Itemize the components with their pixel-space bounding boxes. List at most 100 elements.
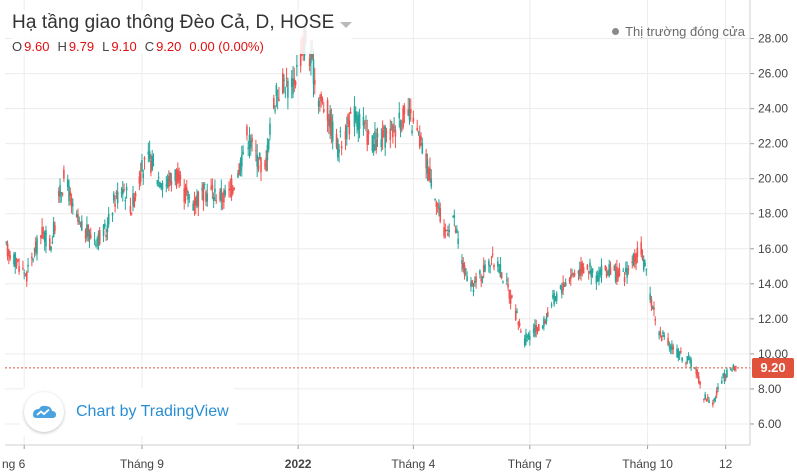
candle: [88, 229, 91, 248]
candle-body: [535, 325, 538, 332]
candle: [276, 89, 279, 110]
candle: [50, 246, 52, 253]
candle: [134, 191, 137, 202]
candle-body: [633, 254, 636, 263]
candle-body: [24, 274, 27, 276]
candle: [358, 108, 361, 139]
candle-body: [151, 155, 154, 171]
candle: [193, 191, 196, 216]
candle-body: [659, 331, 662, 336]
candle-body: [169, 172, 171, 182]
candle-body: [33, 249, 36, 251]
candle-body: [255, 150, 257, 152]
candle: [185, 179, 188, 197]
candle: [151, 149, 154, 172]
candle-body: [354, 111, 357, 122]
candle: [384, 124, 386, 157]
candle: [703, 398, 705, 403]
candle: [60, 191, 63, 203]
candle-body: [161, 183, 164, 190]
candle: [590, 265, 593, 285]
candle-body: [113, 193, 115, 201]
candle: [372, 132, 375, 156]
candle-body: [712, 402, 714, 405]
candle-body: [247, 147, 250, 150]
candle-body: [443, 227, 445, 237]
candle: [248, 127, 251, 159]
candle: [436, 202, 439, 213]
candle: [69, 187, 72, 206]
candle: [152, 153, 155, 167]
candle-body: [389, 128, 392, 141]
candle: [559, 284, 562, 290]
candle-body: [81, 220, 83, 231]
candle: [349, 107, 352, 114]
candle: [473, 276, 476, 287]
candle-body: [22, 267, 24, 269]
candle-body: [15, 262, 18, 267]
candle-body: [613, 265, 616, 271]
y-tick-label: 18.00: [758, 207, 788, 221]
candle: [308, 52, 311, 72]
watermark-text[interactable]: Chart by TradingView: [76, 403, 229, 420]
candle: [523, 334, 526, 348]
candle-body: [609, 268, 612, 275]
candle: [106, 217, 109, 241]
candle-body: [60, 192, 63, 195]
candle: [93, 232, 96, 246]
candle: [421, 137, 424, 155]
symbol-title[interactable]: Hạ tầng giao thông Đèo Cả, D, HOSE: [12, 12, 335, 33]
y-tick-label: 14.00: [758, 277, 788, 291]
candle-body: [130, 212, 133, 214]
candle-body: [650, 298, 653, 307]
candle: [717, 383, 719, 393]
candle-body: [604, 265, 607, 271]
candle: [255, 139, 257, 162]
candle: [555, 291, 558, 304]
chart-legend: Hạ tầng giao thông Đèo Cả, D, HOSE O 9.6…: [12, 10, 353, 54]
y-tick-label: 12.00: [758, 312, 788, 326]
candle: [726, 367, 728, 378]
candle: [166, 174, 169, 189]
candle: [113, 191, 115, 204]
tradingview-watermark[interactable]: Chart by TradingView: [20, 388, 237, 436]
candle: [52, 217, 55, 238]
candle-body: [165, 184, 168, 186]
candle-body: [357, 115, 360, 131]
candle-body: [348, 120, 351, 135]
candle-body: [649, 293, 651, 300]
candle: [18, 258, 20, 275]
candle-body: [285, 77, 288, 79]
candle: [317, 97, 320, 114]
candle-body: [518, 322, 521, 327]
candle-body: [143, 157, 146, 160]
candle: [68, 179, 70, 206]
candle-body: [312, 59, 315, 84]
candle: [156, 179, 159, 187]
candle-body: [374, 131, 376, 140]
candle: [704, 391, 706, 400]
candle-body: [45, 230, 47, 247]
candle: [197, 190, 200, 217]
candle: [445, 229, 448, 232]
candle: [24, 273, 27, 277]
symbol-title-row[interactable]: Hạ tầng giao thông Đèo Cả, D, HOSE: [12, 10, 353, 36]
x-tick-label: Tháng 9: [120, 457, 164, 471]
caret-down-icon[interactable]: [340, 21, 353, 28]
candle-body: [618, 269, 621, 276]
candle-body: [206, 193, 209, 202]
candle: [554, 295, 557, 302]
candle: [518, 318, 521, 328]
candle-body: [587, 271, 590, 273]
candle: [132, 185, 134, 212]
candle-body: [319, 97, 321, 99]
candle: [544, 319, 546, 325]
candle-body: [636, 247, 639, 258]
candle-body: [251, 137, 253, 142]
candle-body: [152, 163, 155, 165]
candle-body: [690, 359, 692, 368]
candle-body: [353, 106, 356, 127]
status-dot-icon: [612, 28, 620, 35]
